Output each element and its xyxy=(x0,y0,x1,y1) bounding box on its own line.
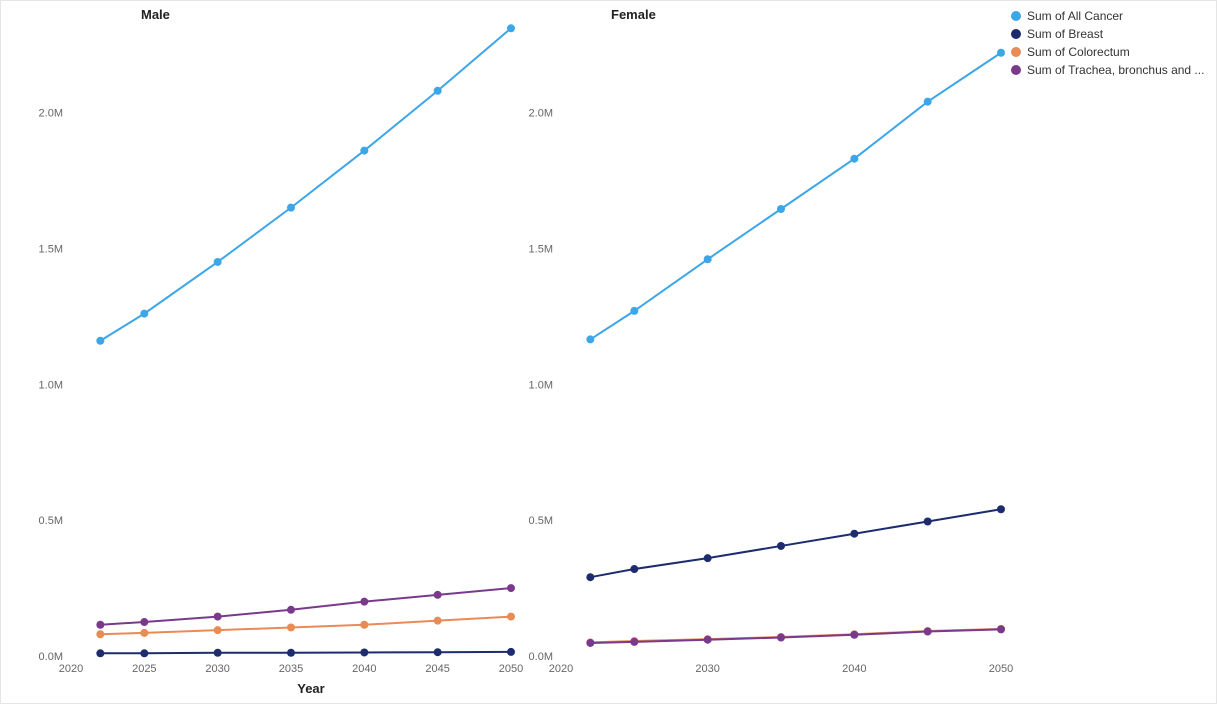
chart-canvas: 0.0M 0.5M 1.0M 1.5M 2.0M 2020 2025 2030 2035 2040… xyxy=(1,1,1217,704)
series-marker-breast[interactable] xyxy=(434,648,442,656)
y-tick-label: 2.0M xyxy=(39,108,63,120)
y-tick-label: 0.5M xyxy=(529,515,553,527)
y-tick-label: 1.5M xyxy=(39,243,63,255)
series-marker-trachea[interactable] xyxy=(96,621,104,629)
y-tick-label: 0.5M xyxy=(39,515,63,527)
legend-item-breast[interactable]: Sum of Breast xyxy=(1011,27,1206,41)
series-marker-breast[interactable] xyxy=(360,648,368,656)
x-tick-label: 2025 xyxy=(132,663,156,675)
series-line-breast[interactable] xyxy=(590,509,1001,577)
series-marker-colorectum[interactable] xyxy=(287,623,295,631)
series-marker-all_cancer[interactable] xyxy=(434,87,442,95)
series-marker-trachea[interactable] xyxy=(704,636,712,644)
y-tick-label: 0.0M xyxy=(39,651,63,663)
series-marker-breast[interactable] xyxy=(586,573,594,581)
x-tick-label: 2050 xyxy=(989,663,1013,675)
series-marker-breast[interactable] xyxy=(507,648,515,656)
series-marker-colorectum[interactable] xyxy=(360,621,368,629)
y-tick-label: 1.5M xyxy=(529,243,553,255)
series-marker-all_cancer[interactable] xyxy=(704,255,712,263)
series-marker-all_cancer[interactable] xyxy=(507,24,515,32)
series-marker-all_cancer[interactable] xyxy=(96,337,104,345)
x-tick-label: 2030 xyxy=(205,663,229,675)
series-marker-trachea[interactable] xyxy=(360,598,368,606)
legend-swatch-icon xyxy=(1011,47,1021,57)
series-marker-breast[interactable] xyxy=(287,649,295,657)
series-marker-trachea[interactable] xyxy=(507,584,515,592)
x-tick-label: 2035 xyxy=(279,663,303,675)
legend-label: Sum of Colorectum xyxy=(1027,45,1130,59)
series-marker-breast[interactable] xyxy=(704,554,712,562)
y-tick-label: 2.0M xyxy=(529,108,553,120)
panel-title-male: Male xyxy=(141,7,170,22)
legend: Sum of All Cancer Sum of Breast Sum of C… xyxy=(1011,9,1206,81)
series-marker-breast[interactable] xyxy=(96,649,104,657)
series-marker-trachea[interactable] xyxy=(434,591,442,599)
series-marker-all_cancer[interactable] xyxy=(140,310,148,318)
series-marker-breast[interactable] xyxy=(214,649,222,657)
series-marker-trachea[interactable] xyxy=(777,634,785,642)
series-marker-breast[interactable] xyxy=(850,530,858,538)
series-marker-trachea[interactable] xyxy=(586,639,594,647)
series-marker-all_cancer[interactable] xyxy=(586,335,594,343)
series-marker-colorectum[interactable] xyxy=(434,617,442,625)
legend-swatch-icon xyxy=(1011,65,1021,75)
legend-swatch-icon xyxy=(1011,29,1021,39)
series-marker-colorectum[interactable] xyxy=(140,629,148,637)
y-tick-label: 1.0M xyxy=(39,379,63,391)
legend-item-trachea[interactable]: Sum of Trachea, bronchus and ... xyxy=(1011,63,1206,77)
y-tick-label: 1.0M xyxy=(529,379,553,391)
series-marker-trachea[interactable] xyxy=(924,628,932,636)
x-tick-label: 2040 xyxy=(842,663,866,675)
series-marker-all_cancer[interactable] xyxy=(777,205,785,213)
series-line-colorectum[interactable] xyxy=(100,617,511,635)
legend-label: Sum of Breast xyxy=(1027,27,1103,41)
x-tick-label: 2040 xyxy=(352,663,376,675)
series-marker-all_cancer[interactable] xyxy=(360,147,368,155)
series-marker-breast[interactable] xyxy=(997,505,1005,513)
x-tick-label: 2020 xyxy=(549,663,573,675)
series-marker-colorectum[interactable] xyxy=(507,613,515,621)
legend-item-colorectum[interactable]: Sum of Colorectum xyxy=(1011,45,1206,59)
series-marker-trachea[interactable] xyxy=(287,606,295,614)
x-axis-label: Year xyxy=(261,681,361,696)
y-tick-label: 0.0M xyxy=(529,651,553,663)
x-tick-label: 2020 xyxy=(59,663,83,675)
series-marker-breast[interactable] xyxy=(140,649,148,657)
series-line-trachea[interactable] xyxy=(590,629,1001,643)
series-marker-all_cancer[interactable] xyxy=(997,49,1005,57)
series-marker-trachea[interactable] xyxy=(214,613,222,621)
series-marker-all_cancer[interactable] xyxy=(287,204,295,212)
x-tick-label: 2030 xyxy=(695,663,719,675)
legend-item-all-cancer[interactable]: Sum of All Cancer xyxy=(1011,9,1206,23)
series-marker-colorectum[interactable] xyxy=(96,630,104,638)
series-line-all_cancer[interactable] xyxy=(100,28,511,341)
series-marker-trachea[interactable] xyxy=(997,625,1005,633)
series-marker-colorectum[interactable] xyxy=(214,626,222,634)
series-marker-trachea[interactable] xyxy=(850,631,858,639)
series-marker-breast[interactable] xyxy=(630,565,638,573)
chart-page: Male Female Year Sum of All Cancer Sum o… xyxy=(0,0,1217,704)
series-marker-all_cancer[interactable] xyxy=(924,98,932,106)
series-marker-breast[interactable] xyxy=(924,517,932,525)
series-marker-trachea[interactable] xyxy=(140,618,148,626)
panel-title-female: Female xyxy=(611,7,656,22)
series-line-breast[interactable] xyxy=(100,652,511,653)
x-tick-label: 2045 xyxy=(425,663,449,675)
series-line-all_cancer[interactable] xyxy=(590,53,1001,340)
legend-label: Sum of Trachea, bronchus and ... xyxy=(1027,63,1204,77)
series-marker-all_cancer[interactable] xyxy=(214,258,222,266)
series-marker-breast[interactable] xyxy=(777,542,785,550)
legend-swatch-icon xyxy=(1011,11,1021,21)
series-marker-all_cancer[interactable] xyxy=(630,307,638,315)
legend-label: Sum of All Cancer xyxy=(1027,9,1123,23)
series-marker-all_cancer[interactable] xyxy=(850,155,858,163)
series-marker-trachea[interactable] xyxy=(630,638,638,646)
x-tick-label: 2050 xyxy=(499,663,523,675)
